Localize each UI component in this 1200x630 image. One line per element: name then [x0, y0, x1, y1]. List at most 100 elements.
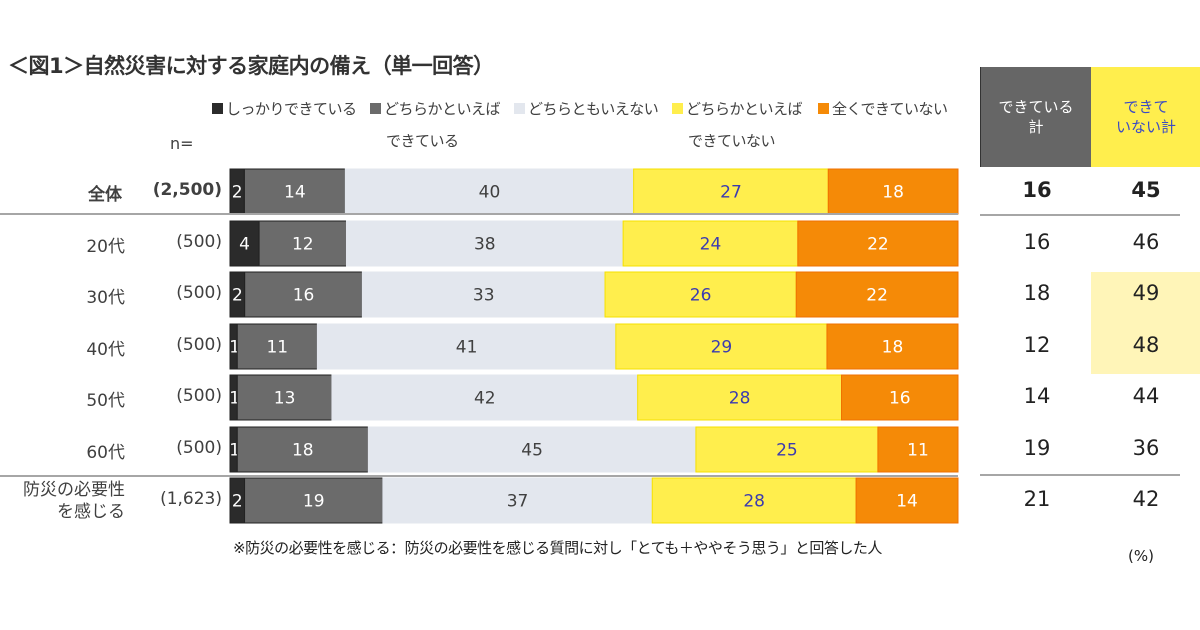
bar-segment — [877, 426, 959, 473]
bar-segment — [229, 220, 260, 267]
row-n-value: (2,500) — [152, 179, 222, 200]
data-label: 16 — [293, 286, 315, 306]
bar-row: 1 13 42 28 16 — [229, 374, 959, 421]
legend-label-line2: できていない — [688, 132, 776, 150]
separator-line — [0, 475, 958, 477]
not-done-total-value: 46 — [1132, 229, 1160, 254]
bar-segment — [841, 374, 959, 421]
bar-row: 4 12 38 24 22 — [229, 220, 959, 267]
done-total-value: 14 — [1023, 383, 1051, 408]
header-not-done-total: できて いない計 — [1091, 67, 1200, 167]
row-label-line1: 防災の必要性 — [23, 479, 125, 500]
row-n-value: (500) — [176, 437, 222, 458]
bar-segment — [651, 477, 857, 524]
bar-segment — [244, 271, 363, 318]
row-n-value: (1,623) — [160, 488, 222, 509]
row-label: 50代 — [86, 390, 125, 411]
data-label: 19 — [303, 492, 325, 512]
legend-swatch — [370, 103, 381, 114]
data-label: 40 — [479, 183, 501, 203]
row-n-value: (500) — [176, 385, 222, 406]
bar-segment — [345, 220, 624, 267]
row-label: 20代 — [86, 236, 125, 257]
data-label: 12 — [292, 235, 314, 255]
data-label: 27 — [720, 183, 742, 203]
bar-segment — [236, 426, 369, 473]
legend-label: しっかりできている — [226, 100, 357, 118]
done-total-value: 12 — [1023, 332, 1051, 357]
legend-label: どちらかといえば — [384, 100, 501, 118]
highlight-not-done-cells — [1091, 272, 1200, 374]
data-label: 22 — [867, 235, 889, 255]
bar-segment — [795, 271, 959, 318]
bar-segment — [331, 374, 639, 421]
bar-row: 1 18 45 25 11 — [229, 426, 959, 473]
not-done-total-value: 44 — [1132, 383, 1160, 408]
bar-segment — [797, 220, 959, 267]
bar-segment — [344, 168, 635, 215]
data-label: 1 — [229, 389, 240, 409]
data-label: 11 — [266, 338, 288, 358]
row-label: 30代 — [86, 287, 125, 308]
data-label: 18 — [882, 183, 904, 203]
done-total-value: 18 — [1023, 280, 1051, 305]
legend-item: どちらかといえば できていない — [672, 98, 803, 150]
footnote: ※防災の必要性を感じる：防災の必要性を感じる質問に対し「とても＋ややそう思う」と… — [233, 539, 882, 557]
row-label: 全体 — [88, 184, 122, 205]
data-label: 24 — [700, 235, 722, 255]
not-done-total-value: 48 — [1132, 332, 1160, 357]
bar-segment — [604, 271, 797, 318]
bar-row: 2 19 37 28 14 — [229, 477, 959, 524]
row-label: 防災の必要性 を感じる — [23, 479, 125, 523]
legend-swatch — [818, 103, 829, 114]
data-label: 25 — [776, 441, 798, 461]
data-label: 18 — [882, 338, 904, 358]
row-label-line2: を感じる — [57, 501, 125, 522]
data-label: 14 — [896, 492, 918, 512]
bar-segment — [236, 374, 333, 421]
bar-segment — [382, 477, 653, 524]
done-total-value: 16 — [1022, 177, 1052, 202]
data-label: 14 — [284, 183, 306, 203]
legend-swatch — [212, 103, 223, 114]
legend-item: どちらともいえない — [514, 98, 659, 119]
data-label: 16 — [889, 389, 911, 409]
row-label: 60代 — [86, 442, 125, 463]
bar-row: 2 14 40 27 18 — [229, 168, 959, 215]
row-n-value: (500) — [176, 231, 222, 252]
data-label: 28 — [729, 389, 751, 409]
bar-segment — [258, 220, 347, 267]
n-label: n= — [170, 134, 194, 153]
data-label: 28 — [743, 492, 765, 512]
row-label: 40代 — [86, 339, 125, 360]
data-label: 29 — [711, 338, 733, 358]
row-n-value: (500) — [176, 334, 222, 355]
bar-segment — [236, 323, 318, 370]
bar-segment — [826, 323, 959, 370]
header-done-total: できている計 — [980, 67, 1092, 167]
legend-item: どちらかといえば できている — [370, 98, 501, 150]
data-label: 42 — [474, 389, 496, 409]
unit-label: (%) — [1128, 547, 1154, 565]
legend-label-line2: できている — [386, 132, 459, 150]
data-label: 2 — [232, 492, 243, 512]
legend-item: 全くできていない — [818, 98, 948, 119]
data-label: 4 — [239, 235, 250, 255]
header-not-done-line2: いない計 — [1115, 118, 1176, 136]
bar-segment — [622, 220, 799, 267]
data-label: 2 — [232, 183, 243, 203]
data-label: 26 — [690, 286, 712, 306]
separator-line — [0, 213, 958, 215]
separator-line — [980, 474, 1180, 476]
legend-label: 全くできていない — [832, 100, 948, 118]
bar-segment — [855, 477, 959, 524]
header-done-line2: 計 — [1028, 118, 1044, 136]
not-done-total-value: 42 — [1132, 486, 1160, 511]
data-label: 2 — [232, 286, 243, 306]
data-label: 13 — [274, 389, 296, 409]
bar-segment — [827, 168, 959, 215]
legend-item: しっかりできている — [212, 98, 357, 119]
done-total-value: 19 — [1023, 435, 1051, 460]
chart-title: ＜図1＞自然災害に対する家庭内の備え（単一回答） — [8, 54, 494, 78]
